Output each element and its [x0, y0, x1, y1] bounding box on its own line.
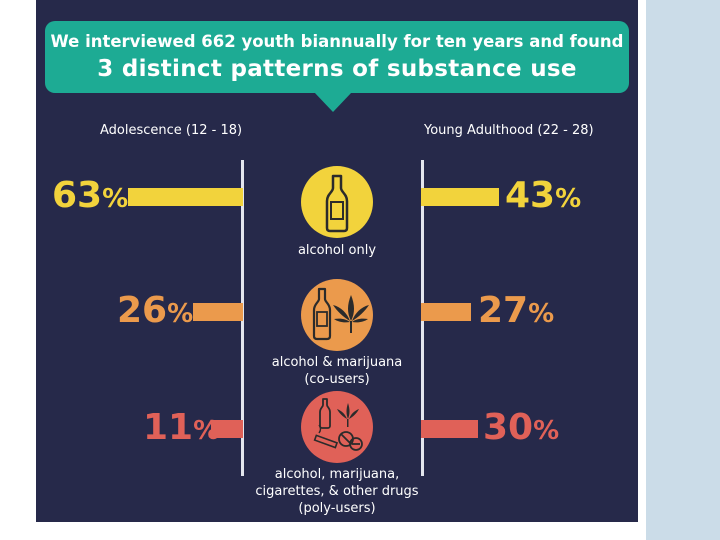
young-adulthood-alcohol-percent: 43% [505, 175, 582, 216]
couser-label: alcohol & marijuana (co-users) [271, 355, 403, 387]
bottle-icon [312, 287, 332, 341]
background-strip [646, 0, 720, 540]
young-adulthood-couser-bar [421, 303, 471, 321]
young-adulthood-polyuser-bar [421, 420, 478, 438]
banner-pointer [314, 92, 352, 112]
polyuser-circle [301, 391, 373, 463]
young-adulthood-alcohol-bar [421, 188, 499, 206]
young-adulthood-polyuser-percent: 30% [483, 407, 560, 448]
marijuana-leaf-icon [333, 295, 369, 333]
adolescence-polyuser-bar [211, 420, 243, 438]
young-adulthood-couser-percent: 27% [478, 290, 555, 331]
adolescence-couser-percent: 26% [117, 290, 194, 331]
adolescence-couser-bar [193, 303, 243, 321]
adolescence-alcohol-percent: 63% [52, 175, 129, 216]
header-banner: We interviewed 662 youth biannually for … [45, 21, 629, 93]
polyuser-label: alcohol, marijuana, cigarettes, & other … [255, 467, 419, 516]
adolescence-label: Adolescence (12 - 18) [100, 123, 243, 138]
marijuana-leaf-icon [337, 403, 359, 427]
young-adulthood-label: Young Adulthood (22 - 28) [424, 123, 594, 138]
header-subtitle: We interviewed 662 youth biannually for … [50, 32, 624, 51]
alcohol-only-label: alcohol only [297, 243, 377, 258]
adolescence-polyuser-percent: 11% [143, 407, 220, 448]
adolescence-alcohol-bar [128, 188, 243, 206]
header-title: 3 distinct patterns of substance use [97, 56, 577, 82]
couser-circle [301, 279, 373, 351]
alcohol-only-circle [301, 166, 373, 238]
bottle-icon [319, 398, 331, 429]
pills-icon [338, 431, 363, 451]
bottle-icon [325, 174, 349, 233]
cigarette-icon [313, 424, 339, 449]
